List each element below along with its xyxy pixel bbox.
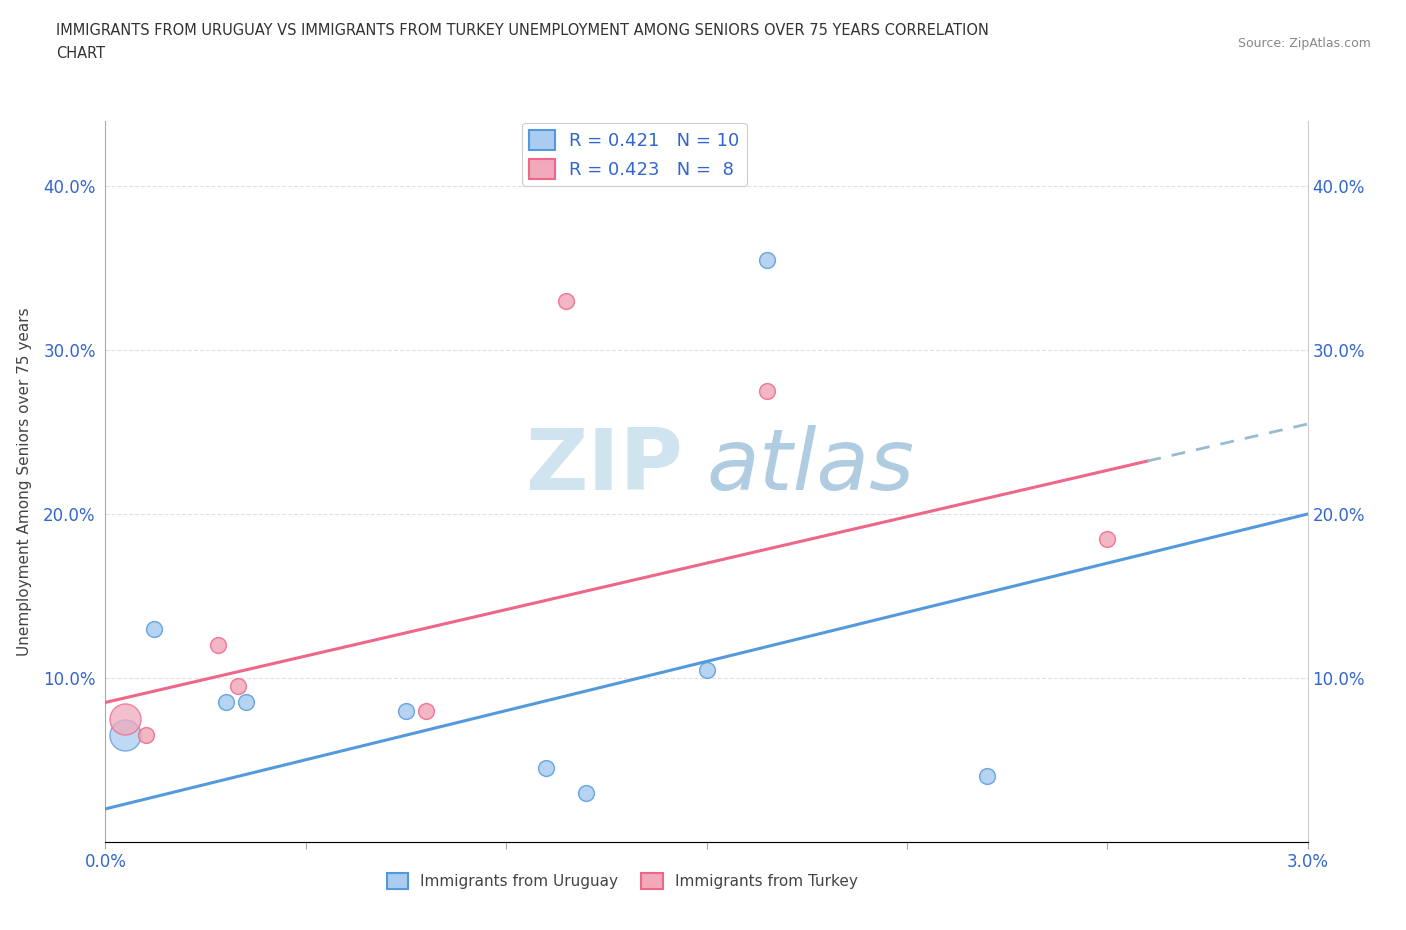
Legend: Immigrants from Uruguay, Immigrants from Turkey: Immigrants from Uruguay, Immigrants from… <box>381 867 863 896</box>
Point <box>976 769 998 784</box>
Point <box>114 728 136 743</box>
Point <box>226 679 249 694</box>
Point <box>235 695 257 710</box>
Text: ZIP: ZIP <box>524 425 682 509</box>
Y-axis label: Unemployment Among Seniors over 75 years: Unemployment Among Seniors over 75 years <box>17 307 32 656</box>
Point <box>135 728 157 743</box>
Point <box>207 638 229 653</box>
Point <box>1097 531 1119 546</box>
Point <box>114 711 136 726</box>
Point <box>575 785 598 800</box>
Point <box>555 294 578 309</box>
Point <box>415 703 437 718</box>
Point <box>214 695 236 710</box>
Text: atlas: atlas <box>707 425 914 509</box>
Point <box>755 384 778 399</box>
Point <box>142 621 165 636</box>
Text: IMMIGRANTS FROM URUGUAY VS IMMIGRANTS FROM TURKEY UNEMPLOYMENT AMONG SENIORS OVE: IMMIGRANTS FROM URUGUAY VS IMMIGRANTS FR… <box>56 23 988 38</box>
Text: CHART: CHART <box>56 46 105 61</box>
Text: Source: ZipAtlas.com: Source: ZipAtlas.com <box>1237 37 1371 50</box>
Point <box>534 761 557 776</box>
Point <box>395 703 418 718</box>
Point <box>696 662 718 677</box>
Point <box>755 253 778 268</box>
